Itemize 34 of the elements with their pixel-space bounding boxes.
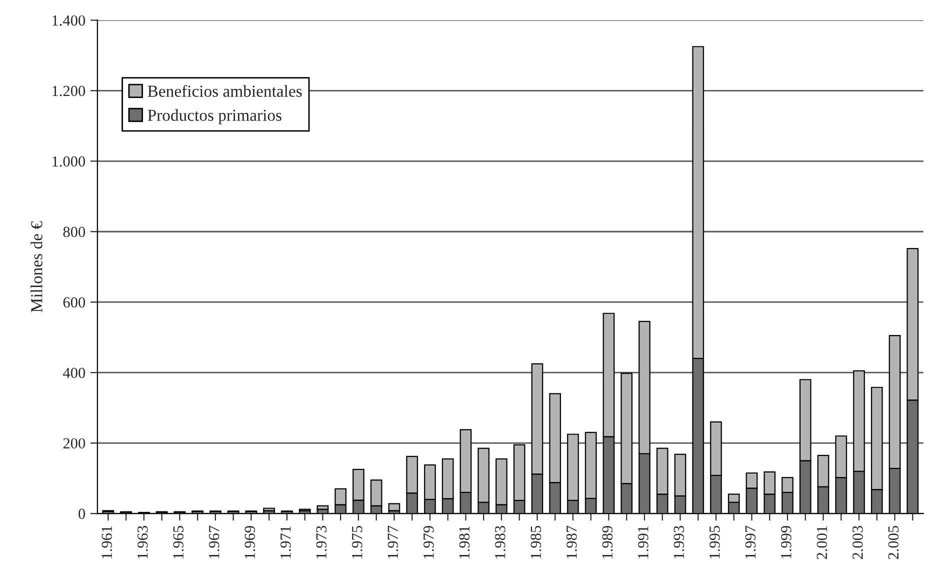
legend-label: Beneficios ambientales xyxy=(148,84,302,97)
x-tick-label: 1.987 xyxy=(566,526,577,558)
x-tick-label: 1.963 xyxy=(137,526,148,558)
x-tick-label: 2.001 xyxy=(816,526,828,560)
y-axis-title: Millones de € xyxy=(30,221,42,312)
y-tick-label: 800 xyxy=(63,226,86,238)
y-tick-label: 0 xyxy=(78,508,86,519)
x-tick-label: 1.981 xyxy=(459,526,470,558)
x-tick-label: 1.973 xyxy=(316,526,327,558)
x-tick-label: 1.975 xyxy=(352,526,362,558)
x-tick-label: 1.965 xyxy=(173,526,184,558)
x-tick-label: 2.003 xyxy=(852,526,863,560)
y-tick-label: 600 xyxy=(63,297,86,308)
x-tick-label: 1.977 xyxy=(388,526,398,558)
y-tick-label: 1.200 xyxy=(52,86,86,96)
y-tick-label: 1.000 xyxy=(52,156,86,167)
x-tick-label: 1.985 xyxy=(530,526,542,558)
x-tick-label: 1.997 xyxy=(745,526,756,558)
x-tick-label: 1.993 xyxy=(674,526,684,558)
x-tick-label: 1.999 xyxy=(781,526,792,558)
x-tick-label: 1.969 xyxy=(244,526,256,558)
y-tick-label: 200 xyxy=(63,438,86,449)
x-tick-label: 1.983 xyxy=(494,526,506,558)
y-tick-label: 400 xyxy=(63,368,86,378)
x-tick-label: 1.961 xyxy=(102,526,112,558)
x-tick-label: 1.967 xyxy=(208,526,220,558)
x-tick-label: 1.991 xyxy=(638,526,648,558)
x-tick-label: 1.979 xyxy=(424,526,434,558)
legend-label: Productos primarios xyxy=(148,109,282,124)
x-tick-label: 1.995 xyxy=(710,526,720,558)
x-tick-label: 2.005 xyxy=(888,526,899,560)
y-tick-label: 1.400 xyxy=(52,15,86,26)
x-tick-label: 1.971 xyxy=(280,526,291,558)
x-tick-label: 1.989 xyxy=(602,526,613,558)
